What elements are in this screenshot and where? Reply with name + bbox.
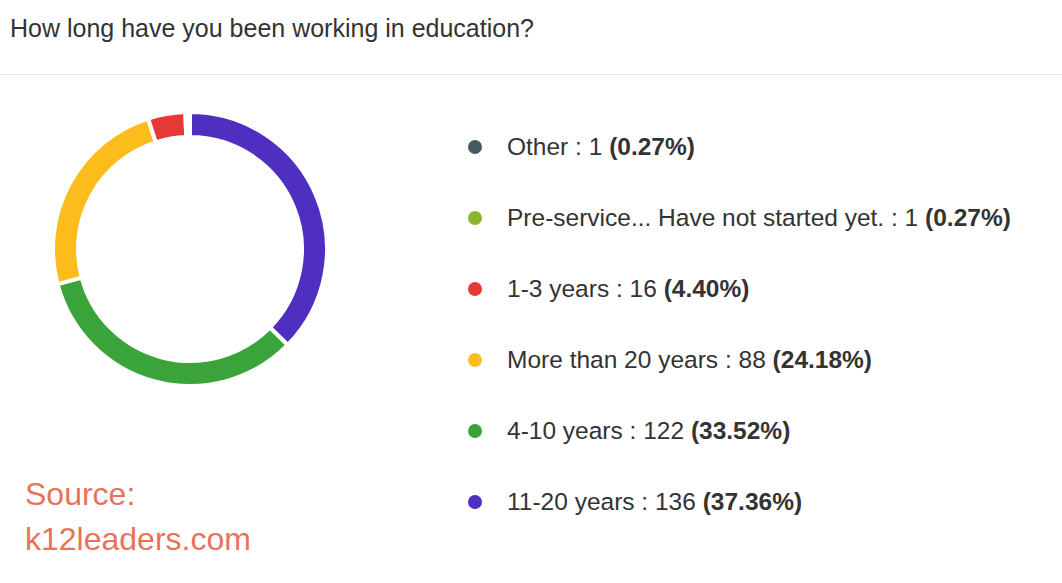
slice bbox=[190, 112, 327, 345]
legend-label: Pre-service... Have not started yet. bbox=[507, 204, 884, 231]
legend-entry: 4-10 years : 122 (33.52%) bbox=[467, 412, 1052, 450]
annotation: k12leaders.com bbox=[25, 517, 251, 562]
slice bbox=[148, 112, 186, 142]
legend-label: Other bbox=[507, 133, 568, 160]
legend-label: More than 20 years bbox=[507, 346, 718, 373]
legend-entry: Pre-service... Have not started yet. : 1… bbox=[467, 199, 1052, 237]
legend-count: 16 bbox=[630, 275, 657, 302]
legend-swatch bbox=[468, 353, 482, 367]
source-note: Source:k12leaders.com bbox=[25, 472, 251, 562]
slice bbox=[53, 119, 156, 285]
legend: Other : 1 (0.27%) Pre-service... Have not… bbox=[467, 128, 1052, 554]
legend-entry: 1-3 years : 16 (4.40%) bbox=[467, 270, 1052, 308]
legend-label: 1-3 years bbox=[507, 275, 609, 302]
slices bbox=[53, 112, 327, 386]
legend-swatch bbox=[468, 424, 482, 438]
legend-swatch bbox=[468, 140, 482, 154]
annotation: Source: bbox=[25, 472, 251, 517]
legend-count: 136 bbox=[655, 488, 696, 515]
slice bbox=[58, 278, 288, 386]
legend-entry: Other : 1 (0.27%) bbox=[467, 128, 1052, 166]
title: How long have you been working in educat… bbox=[10, 10, 534, 46]
legend-count: 1 bbox=[905, 204, 919, 231]
legend-count: 122 bbox=[643, 417, 684, 444]
legend-count: 88 bbox=[739, 346, 766, 373]
legend-percent: (0.27%) bbox=[925, 204, 1011, 231]
legend-percent: (0.27%) bbox=[609, 133, 695, 160]
legend-label: 4-10 years bbox=[507, 417, 623, 444]
divider bbox=[0, 74, 1062, 75]
legend-percent: (37.36%) bbox=[703, 488, 802, 515]
legend-percent: (33.52%) bbox=[691, 417, 790, 444]
legend-entry: 11-20 years : 136 (37.36%) bbox=[467, 483, 1052, 521]
slice bbox=[188, 112, 190, 137]
legend-swatch bbox=[468, 282, 482, 296]
legend-entry: More than 20 years : 88 (24.18%) bbox=[467, 341, 1052, 379]
legend-swatch bbox=[468, 211, 482, 225]
legend-percent: (24.18%) bbox=[773, 346, 872, 373]
legend-percent: (4.40%) bbox=[664, 275, 750, 302]
legend-count: 1 bbox=[589, 133, 603, 160]
legend-swatch bbox=[468, 495, 482, 509]
legend-label: 11-20 years bbox=[507, 488, 635, 515]
